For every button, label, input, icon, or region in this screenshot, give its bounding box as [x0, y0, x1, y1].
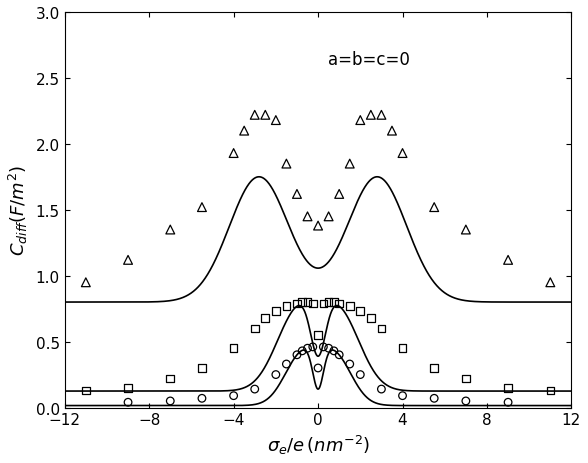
Point	[398, 345, 407, 352]
Point	[429, 204, 439, 212]
Point	[366, 314, 376, 322]
Point	[324, 213, 333, 220]
Point	[503, 384, 513, 392]
Point	[503, 399, 513, 406]
X-axis label: $\sigma_e/e\,(nm^{-2})$: $\sigma_e/e\,(nm^{-2})$	[266, 433, 370, 456]
Point	[335, 351, 344, 359]
Point	[81, 279, 91, 286]
Point	[303, 213, 312, 220]
Y-axis label: $C_{diff}(F/m^2)$: $C_{diff}(F/m^2)$	[7, 165, 30, 256]
Point	[292, 351, 302, 359]
Point	[166, 375, 175, 382]
Point	[461, 375, 470, 382]
Point	[166, 226, 175, 234]
Text: a=b=c=0: a=b=c=0	[328, 51, 410, 69]
Point	[313, 364, 323, 372]
Point	[250, 386, 259, 393]
Point	[271, 117, 280, 125]
Point	[377, 325, 386, 332]
Point	[197, 204, 206, 212]
Point	[298, 347, 307, 355]
Point	[239, 128, 249, 135]
Point	[429, 395, 439, 402]
Point	[324, 345, 333, 352]
Point	[303, 345, 312, 352]
Point	[335, 191, 344, 198]
Point	[398, 392, 407, 400]
Point	[303, 299, 312, 306]
Point	[398, 150, 407, 157]
Point	[197, 364, 206, 372]
Point	[329, 299, 339, 306]
Point	[260, 112, 270, 119]
Point	[377, 112, 386, 119]
Point	[366, 112, 376, 119]
Point	[356, 117, 365, 125]
Point	[282, 161, 291, 168]
Point	[250, 325, 259, 332]
Point	[356, 308, 365, 315]
Point	[271, 308, 280, 315]
Point	[319, 344, 328, 351]
Point	[197, 395, 206, 402]
Point	[324, 299, 333, 306]
Point	[81, 387, 91, 394]
Point	[123, 257, 133, 264]
Point	[461, 397, 470, 405]
Point	[429, 364, 439, 372]
Point	[308, 300, 318, 307]
Point	[329, 347, 339, 355]
Point	[546, 387, 555, 394]
Point	[271, 371, 280, 378]
Point	[345, 361, 355, 368]
Point	[503, 257, 513, 264]
Point	[123, 399, 133, 406]
Point	[229, 392, 238, 400]
Point	[229, 150, 238, 157]
Point	[298, 299, 307, 306]
Point	[546, 279, 555, 286]
Point	[319, 300, 328, 307]
Point	[123, 384, 133, 392]
Point	[308, 344, 318, 351]
Point	[313, 222, 323, 230]
Point	[282, 361, 291, 368]
Point	[166, 397, 175, 405]
Point	[377, 386, 386, 393]
Point	[345, 161, 355, 168]
Point	[292, 191, 302, 198]
Point	[335, 300, 344, 307]
Point	[356, 371, 365, 378]
Point	[345, 303, 355, 310]
Point	[282, 303, 291, 310]
Point	[461, 226, 470, 234]
Point	[387, 128, 397, 135]
Point	[250, 112, 259, 119]
Point	[313, 332, 323, 339]
Point	[292, 300, 302, 307]
Point	[229, 345, 238, 352]
Point	[260, 314, 270, 322]
